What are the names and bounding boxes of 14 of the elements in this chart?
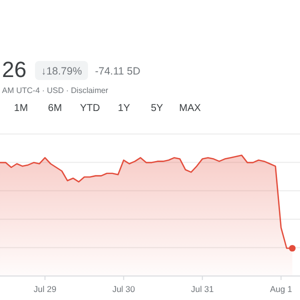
text: 6M [48, 103, 62, 114]
text: 5Y [150, 103, 164, 114]
x-tick-label: Aug 1 [270, 284, 292, 294]
text: 26 [2, 57, 26, 82]
text: MAX [179, 103, 202, 114]
x-tick-label: Jul 30 [112, 284, 136, 294]
text: -74.11 5D [95, 66, 141, 78]
text: YTD [80, 103, 100, 114]
text: 1Y [118, 103, 130, 114]
text: AM UTC-4 · USD · Disclaimer [2, 86, 109, 95]
x-tick-label: Jul 29 [34, 284, 57, 294]
x-tick-label: Jul 31 [191, 284, 214, 294]
text: 1M [14, 103, 28, 114]
text: ↓18.79% [41, 66, 82, 78]
